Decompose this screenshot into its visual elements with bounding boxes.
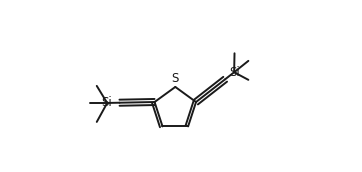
Text: Si: Si	[230, 66, 240, 79]
Text: Si: Si	[101, 96, 111, 109]
Text: S: S	[172, 72, 179, 85]
